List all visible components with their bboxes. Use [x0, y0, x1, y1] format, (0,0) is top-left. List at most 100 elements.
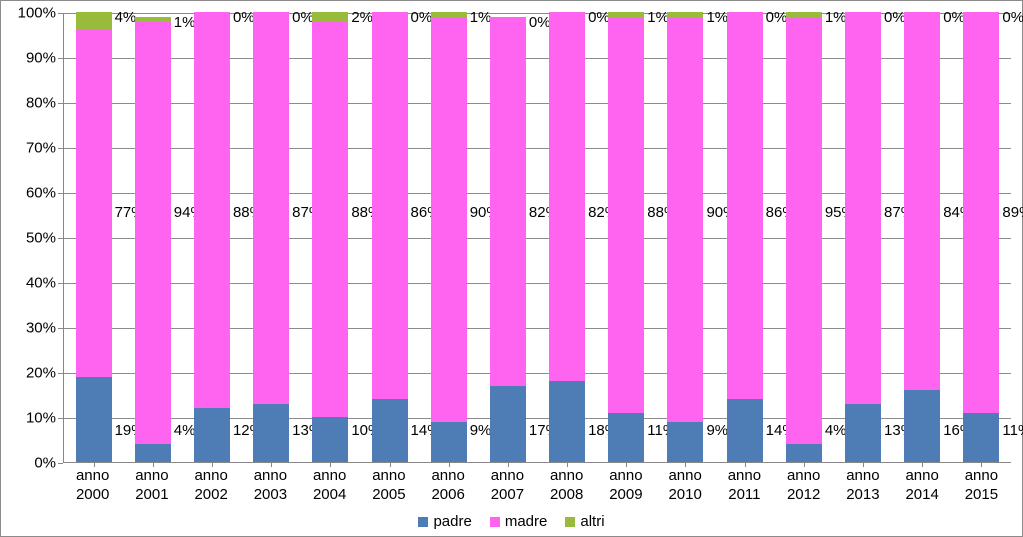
- y-tick-label: 30%: [6, 320, 56, 337]
- bar-slot: 9%90%1%: [419, 13, 478, 462]
- bar-segment-padre: 16%: [904, 390, 940, 462]
- bar: 19%77%4%: [76, 12, 112, 462]
- bar-slot: 18%82%0%: [538, 13, 597, 462]
- bar: 9%90%1%: [667, 12, 703, 462]
- stacked-bar-chart: 0%10%20%30%40%50%60%70%80%90%100% 19%77%…: [0, 0, 1023, 537]
- y-tick-label: 0%: [6, 455, 56, 472]
- bar-segment-madre: 90%: [431, 17, 467, 422]
- bar: 14%86%0%: [372, 12, 408, 462]
- bar-slot: 11%88%1%: [597, 13, 656, 462]
- bar: 13%87%0%: [253, 12, 289, 462]
- bar: 14%86%0%: [727, 12, 763, 462]
- bar-slot: 17%82%0%: [478, 13, 537, 462]
- bar: 11%89%0%: [963, 12, 999, 462]
- bar-segment-madre: 86%: [372, 12, 408, 399]
- bar-segment-madre: 82%: [490, 17, 526, 386]
- bar-segment-madre: 94%: [135, 21, 171, 444]
- bar-segment-madre: 82%: [549, 12, 585, 381]
- x-axis-label: anno2011: [715, 467, 774, 505]
- bar-value-label-madre: 89%: [1002, 204, 1023, 221]
- x-axis-label: anno2006: [419, 467, 478, 505]
- bar-segment-madre: 88%: [608, 17, 644, 413]
- bar-value-label-altri: 0%: [1002, 9, 1023, 26]
- legend-swatch-padre: [418, 517, 428, 527]
- x-axis-label: anno2007: [478, 467, 537, 505]
- bars-group: 19%77%4%4%94%1%12%88%0%13%87%0%10%88%2%1…: [64, 13, 1011, 462]
- bar-segment-madre: 77%: [76, 30, 112, 377]
- bar-slot: 16%84%0%: [893, 13, 952, 462]
- x-axis-label: anno2008: [537, 467, 596, 505]
- x-axis-label: anno2001: [122, 467, 181, 505]
- bar-segment-padre: 10%: [312, 417, 348, 462]
- bar-segment-madre: 90%: [667, 17, 703, 422]
- bar-segment-padre: 13%: [845, 404, 881, 463]
- bar-segment-altri: 4%: [76, 12, 112, 30]
- bar: 17%82%0%: [490, 13, 526, 462]
- x-axis-label: anno2013: [833, 467, 892, 505]
- bar-value-label-padre: 11%: [1002, 422, 1023, 439]
- bar-segment-altri: 1%: [786, 12, 822, 17]
- bar-segment-madre: 87%: [253, 12, 289, 404]
- bar: 18%82%0%: [549, 12, 585, 462]
- y-tick-label: 20%: [6, 365, 56, 382]
- bar-slot: 4%94%1%: [123, 13, 182, 462]
- y-tick-label: 60%: [6, 185, 56, 202]
- legend-item-padre: padre: [418, 513, 471, 530]
- bar-segment-madre: 89%: [963, 12, 999, 413]
- bar-segment-madre: 88%: [312, 21, 348, 417]
- legend: padre madre altri: [1, 513, 1022, 530]
- bar: 10%88%2%: [312, 12, 348, 462]
- legend-item-altri: altri: [565, 513, 604, 530]
- y-tick-label: 80%: [6, 95, 56, 112]
- bar: 9%90%1%: [431, 12, 467, 462]
- bar-segment-padre: 14%: [372, 399, 408, 462]
- bar-segment-altri: 1%: [135, 17, 171, 22]
- bar-slot: 13%87%0%: [242, 13, 301, 462]
- bar-segment-altri: 1%: [431, 12, 467, 17]
- plot-area: 19%77%4%4%94%1%12%88%0%13%87%0%10%88%2%1…: [63, 13, 1011, 463]
- y-tick-label: 10%: [6, 410, 56, 427]
- x-axis-labels: anno2000anno2001anno2002anno2003anno2004…: [63, 467, 1011, 505]
- y-tick-label: 100%: [6, 5, 56, 22]
- bar-segment-padre: 17%: [490, 386, 526, 463]
- legend-label-altri: altri: [580, 513, 604, 530]
- x-axis-label: anno2000: [63, 467, 122, 505]
- x-axis-label: anno2014: [893, 467, 952, 505]
- bar-segment-padre: 11%: [963, 413, 999, 463]
- bar-slot: 9%90%1%: [656, 13, 715, 462]
- legend-item-madre: madre: [490, 513, 548, 530]
- bar-slot: 19%77%4%: [64, 13, 123, 462]
- x-axis-label: anno2009: [596, 467, 655, 505]
- x-axis-label: anno2005: [359, 467, 418, 505]
- legend-swatch-altri: [565, 517, 575, 527]
- bar-segment-padre: 4%: [135, 444, 171, 462]
- bar-segment-madre: 86%: [727, 12, 763, 399]
- legend-swatch-madre: [490, 517, 500, 527]
- bar-segment-altri: 1%: [608, 12, 644, 17]
- y-tick-label: 70%: [6, 140, 56, 157]
- bar: 4%95%1%: [786, 12, 822, 462]
- bar: 12%88%0%: [194, 12, 230, 462]
- bar-segment-madre: 84%: [904, 12, 940, 390]
- x-axis-label: anno2002: [182, 467, 241, 505]
- bar-segment-madre: 87%: [845, 12, 881, 404]
- bar: 16%84%0%: [904, 12, 940, 462]
- bar-segment-madre: 95%: [786, 17, 822, 445]
- x-axis-label: anno2015: [952, 467, 1011, 505]
- y-tick-label: 90%: [6, 50, 56, 67]
- x-axis-label: anno2004: [300, 467, 359, 505]
- bar-segment-padre: 4%: [786, 444, 822, 462]
- bar-segment-padre: 18%: [549, 381, 585, 462]
- bar-segment-padre: 14%: [727, 399, 763, 462]
- legend-label-padre: padre: [433, 513, 471, 530]
- x-axis-label: anno2003: [241, 467, 300, 505]
- bar-slot: 4%95%1%: [774, 13, 833, 462]
- bar-segment-padre: 9%: [667, 422, 703, 463]
- x-axis-label: anno2012: [774, 467, 833, 505]
- x-axis-label: anno2010: [656, 467, 715, 505]
- bar-segment-padre: 19%: [76, 377, 112, 463]
- bar: 4%94%1%: [135, 13, 171, 462]
- bar-segment-altri: 1%: [667, 12, 703, 17]
- bar-segment-padre: 12%: [194, 408, 230, 462]
- bar-segment-padre: 11%: [608, 413, 644, 463]
